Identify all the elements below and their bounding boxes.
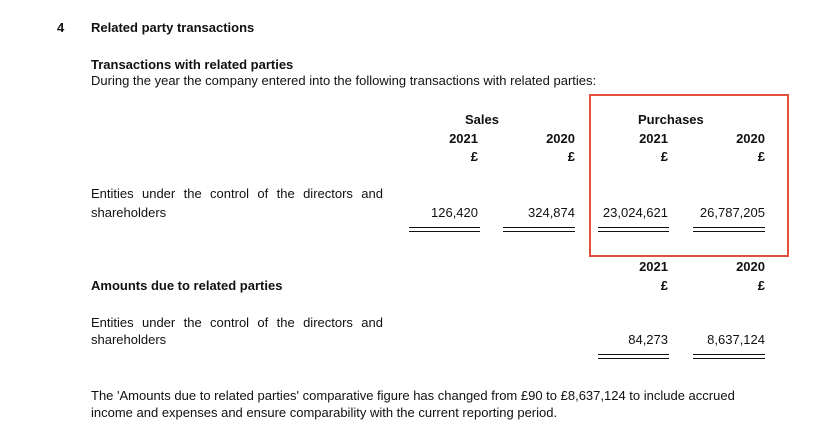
transactions-row-label-line2: shareholders (91, 205, 167, 220)
col-purchases-2021-currency: £ (660, 149, 668, 164)
transactions-row-label-line1: Entities under the control of the direct… (91, 186, 383, 201)
value-due-2021: 84,273 (628, 332, 668, 347)
value-sales-2021: 126,420 (431, 205, 478, 220)
due-col-2020-year: 2020 (736, 259, 765, 274)
double-underline-sales-2020 (503, 227, 575, 232)
value-purchases-2021: 23,024,621 (602, 205, 668, 220)
purchases-heading: Purchases (638, 112, 704, 127)
transactions-intro: During the year the company entered into… (91, 73, 597, 88)
amounts-due-row-label-line2: shareholders (91, 332, 167, 347)
amounts-due-row-label-line1: Entities under the control of the direct… (91, 315, 383, 330)
note-line2: income and expenses and ensure comparabi… (91, 405, 558, 420)
double-underline-due-2021 (598, 354, 669, 359)
double-underline-sales-2021 (409, 227, 480, 232)
transactions-heading: Transactions with related parties (91, 57, 294, 72)
note-line1: The 'Amounts due to related parties' com… (91, 388, 735, 403)
double-underline-purchases-2021 (598, 227, 669, 232)
section-title: Related party transactions (91, 20, 255, 35)
col-sales-2021-currency: £ (470, 149, 478, 164)
col-sales-2020-year: 2020 (546, 131, 575, 146)
col-sales-2020-currency: £ (567, 149, 575, 164)
double-underline-purchases-2020 (693, 227, 765, 232)
amounts-due-heading: Amounts due to related parties (91, 278, 283, 293)
col-purchases-2020-year: 2020 (736, 131, 765, 146)
section-number: 4 (57, 20, 65, 35)
due-col-2021-currency: £ (660, 278, 668, 293)
col-purchases-2020-currency: £ (757, 149, 765, 164)
value-due-2020: 8,637,124 (707, 332, 765, 347)
col-sales-2021-year: 2021 (449, 131, 478, 146)
col-purchases-2021-year: 2021 (639, 131, 668, 146)
purchases-highlight-box (589, 94, 789, 257)
value-purchases-2020: 26,787,205 (699, 205, 765, 220)
double-underline-due-2020 (693, 354, 765, 359)
value-sales-2020: 324,874 (528, 205, 575, 220)
due-col-2021-year: 2021 (639, 259, 668, 274)
due-col-2020-currency: £ (757, 278, 765, 293)
sales-heading: Sales (465, 112, 499, 127)
